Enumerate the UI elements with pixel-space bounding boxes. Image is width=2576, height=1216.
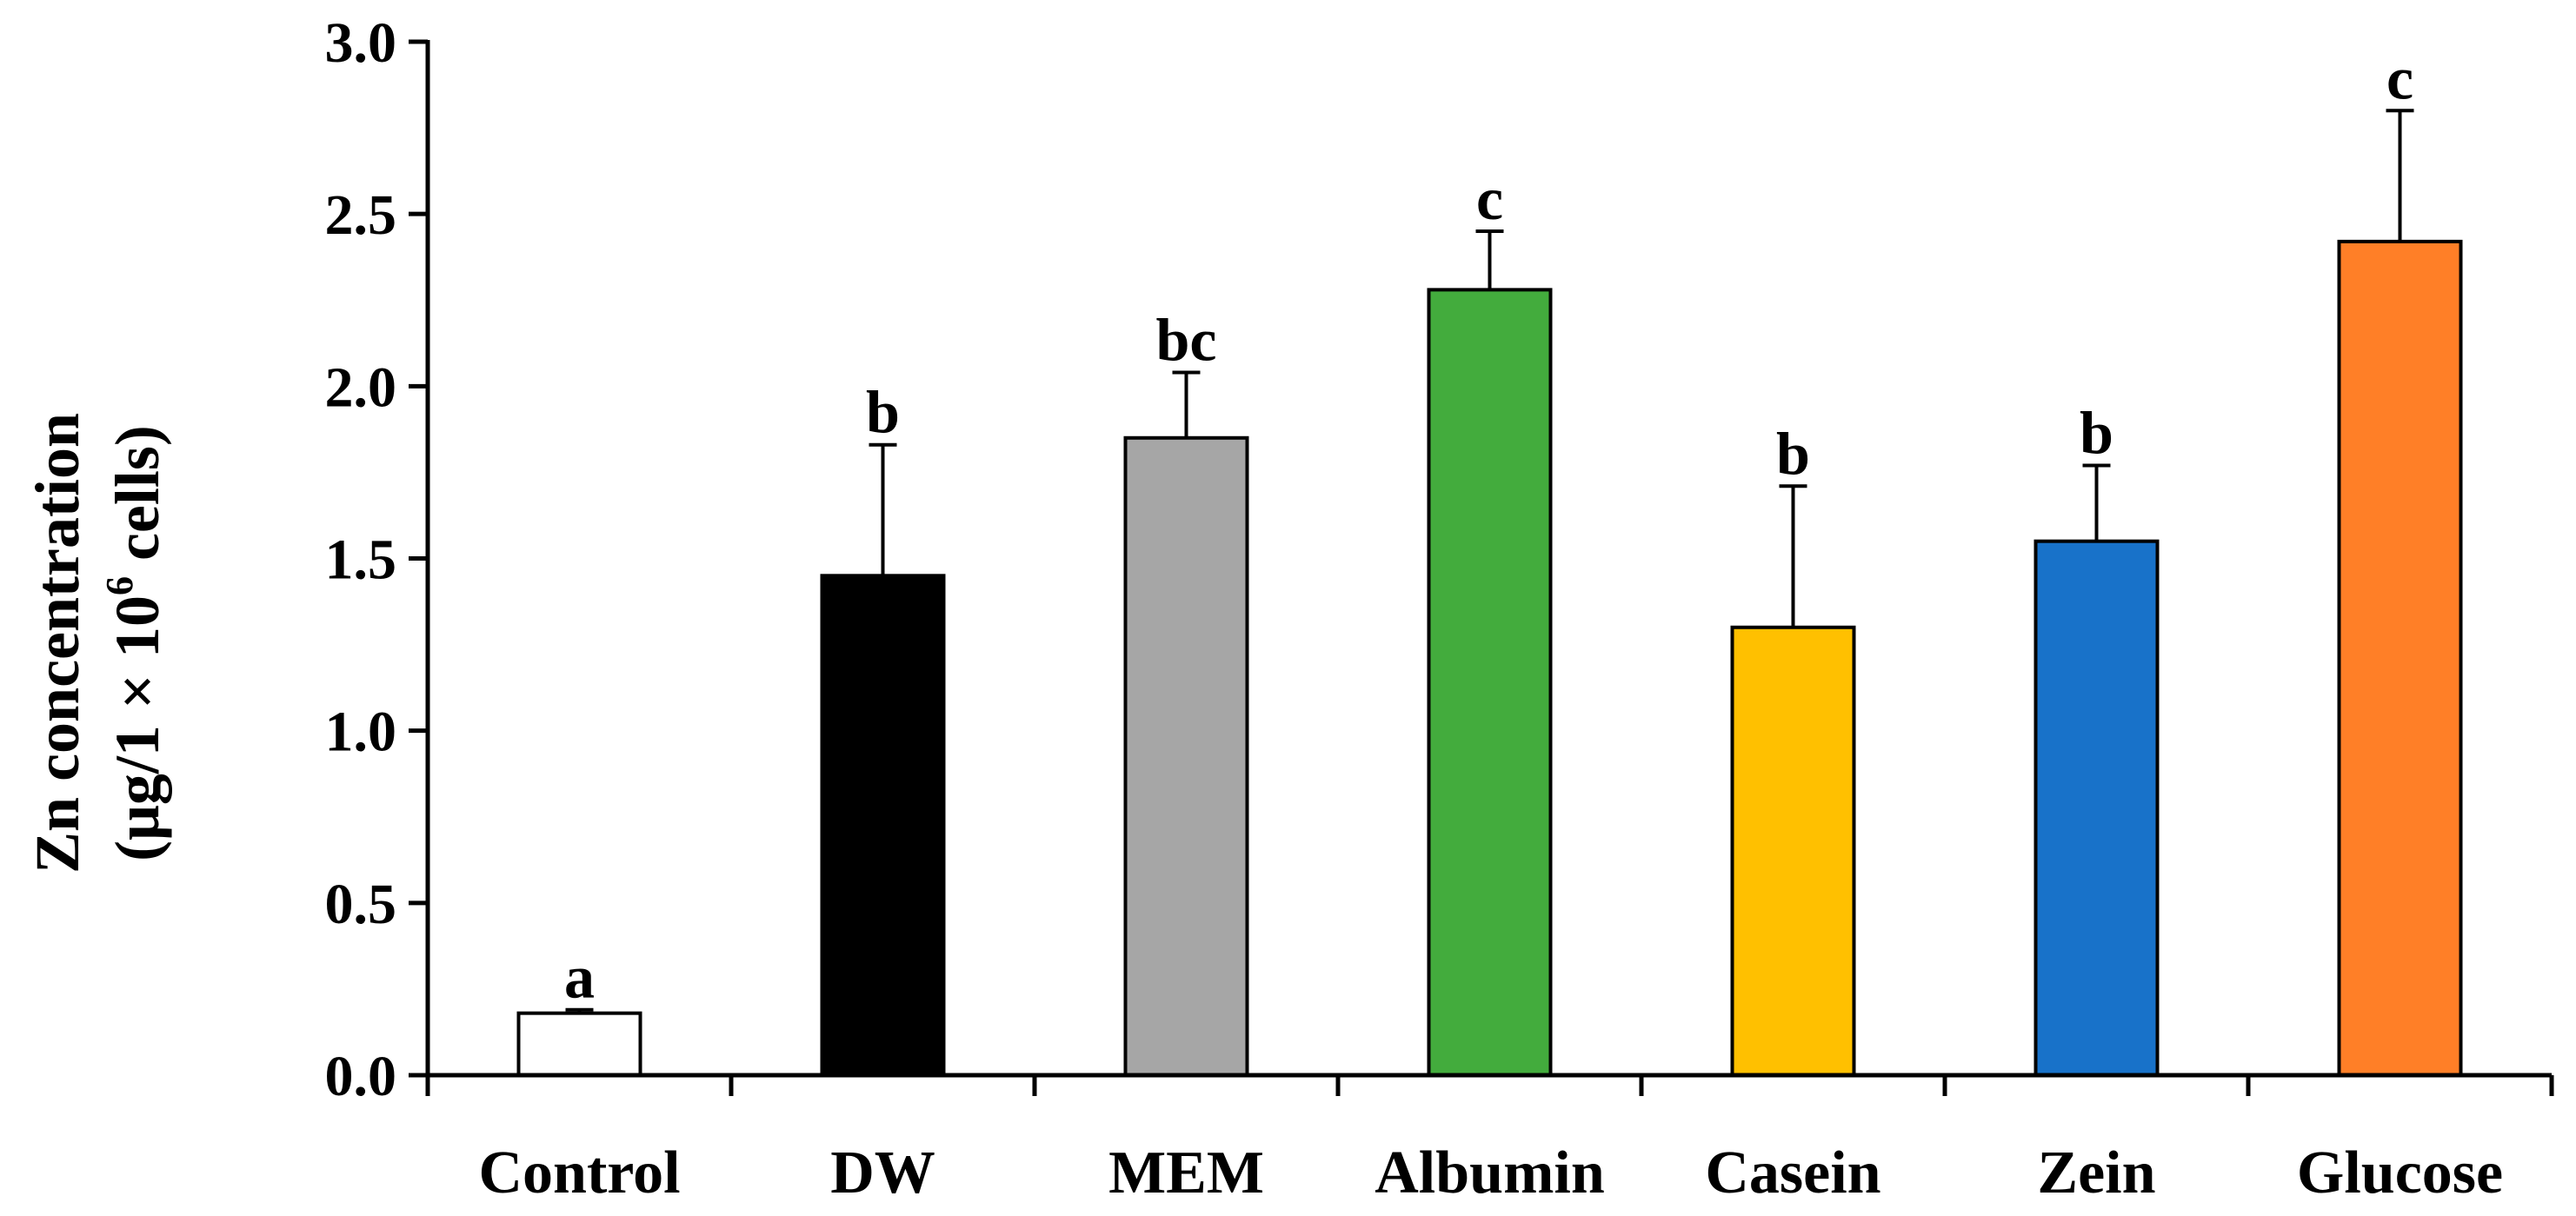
error-bars-layer	[565, 109, 2414, 1013]
axes-layer	[409, 39, 2554, 1096]
y-tick-label: 0.0	[325, 1045, 397, 1108]
y-tick-label: 1.0	[325, 701, 397, 764]
labels-layer: a Control b DW bc MEM c Albumin b Casein b Zein c Glu…	[325, 11, 2504, 1206]
x-tick-label-control: Control	[478, 1140, 680, 1206]
bar-dw	[820, 574, 946, 1077]
bar-zein	[2034, 539, 2160, 1077]
y-axis-title-line1: Zn concentration	[23, 413, 92, 874]
significance-label-glucose: c	[2386, 45, 2413, 112]
y-axis-title-unit-exponent: 6	[98, 576, 141, 595]
significance-label-mem: bc	[1156, 307, 1217, 374]
x-tick-label-casein: Casein	[1705, 1140, 1880, 1206]
y-tick-label: 1.5	[325, 528, 397, 592]
bar-mem	[1123, 435, 1249, 1077]
significance-label-albumin: c	[1476, 166, 1503, 233]
y-tick-label: 2.5	[325, 183, 397, 247]
bar-glucose	[2337, 239, 2463, 1077]
y-tick-label: 0.5	[325, 873, 397, 936]
y-axis-title-unit-suffix: cells)	[103, 425, 172, 576]
significance-label-zein: b	[2080, 400, 2113, 467]
y-tick-label: 3.0	[325, 11, 397, 75]
x-tick-label-albumin: Albumin	[1375, 1140, 1605, 1206]
y-axis-title-line2: (μg/1 × 106 cells)	[98, 425, 172, 861]
y-axis-title: Zn concentration (μg/1 × 106 cells)	[23, 413, 172, 874]
bar-albumin	[1427, 288, 1553, 1077]
x-tick-label-glucose: Glucose	[2297, 1140, 2503, 1206]
bar-control	[516, 1011, 642, 1078]
x-tick-label-zein: Zein	[2037, 1140, 2155, 1206]
x-tick-label-dw: DW	[830, 1140, 935, 1206]
y-tick-label: 2.0	[325, 355, 397, 419]
x-tick-label-mem: MEM	[1108, 1140, 1264, 1206]
bars-layer	[516, 239, 2463, 1078]
y-axis-title-unit-prefix: (μg/1 × 10	[103, 595, 172, 861]
significance-label-casein: b	[1776, 421, 1810, 488]
significance-label-dw: b	[866, 380, 900, 447]
bar-casein	[1730, 625, 1856, 1077]
significance-label-control: a	[564, 945, 595, 1012]
